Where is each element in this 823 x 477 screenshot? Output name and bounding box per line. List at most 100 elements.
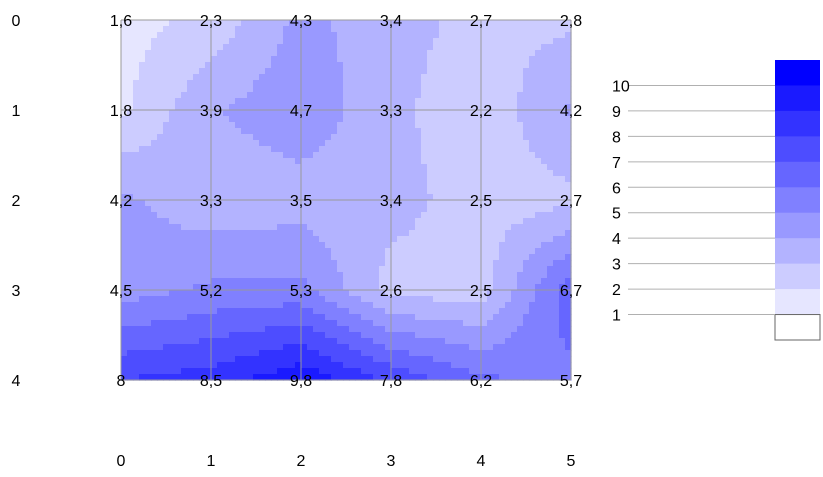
contour-cell-2-2-14-13 (379, 284, 386, 291)
contour-cell-3-3-1-1 (397, 296, 404, 303)
contour-cell-0-2-1-9 (355, 26, 362, 33)
contour-cell-3-4-11-12 (553, 356, 560, 363)
contour-cell-0-0-0-2 (133, 20, 140, 27)
contour-cell-0-0-14-5 (151, 104, 158, 111)
contour-cell-1-1-7-5 (241, 152, 248, 159)
contour-cell-3-1-13-8 (259, 368, 266, 375)
contour-cell-2-0-6-10 (181, 236, 188, 243)
contour-cell-3-2-0-8 (349, 290, 356, 297)
contour-cell-0-0-0-14 (205, 20, 212, 27)
contour-cell-1-1-4-0 (211, 134, 218, 141)
contour-cell-1-2-10-12 (373, 170, 380, 177)
contour-cell-3-3-11-1 (397, 356, 404, 363)
contour-cell-2-1-11-12 (283, 266, 290, 273)
contour-cell-1-3-8-4 (415, 158, 422, 165)
legend-level-label-7: 8 (612, 129, 621, 146)
contour-cell-2-1-0-9 (265, 200, 272, 207)
contour-cell-0-4-2-8 (529, 32, 536, 39)
contour-cell-2-0-6-0 (121, 236, 128, 243)
contour-cell-2-0-13-6 (157, 278, 164, 285)
contour-cell-3-3-11-7 (433, 356, 440, 363)
contour-cell-1-4-10-1 (487, 170, 494, 177)
contour-cell-0-1-14-3 (229, 104, 236, 111)
contour-cell-1-4-14-13 (559, 194, 566, 201)
contour-cell-2-2-2-7 (343, 212, 350, 219)
contour-cell-2-2-9-14 (385, 254, 392, 261)
contour-cell-1-1-11-8 (259, 176, 266, 183)
contour-cell-3-0-6-6 (157, 326, 164, 333)
contour-cell-3-3-5-11 (457, 320, 464, 327)
contour-cell-3-2-5-4 (325, 320, 332, 327)
contour-cell-2-4-2-4 (505, 212, 512, 219)
contour-cell-3-2-1-4 (325, 296, 332, 303)
contour-cell-2-1-1-5 (241, 206, 248, 213)
contour-cell-2-2-9-6 (337, 254, 344, 261)
contour-cell-1-1-1-1 (217, 116, 224, 123)
contour-cell-3-2-9-3 (319, 344, 326, 351)
contour-cell-1-4-13-6 (517, 188, 524, 195)
contour-cell-1-1-11-2 (223, 176, 230, 183)
contour-cell-3-3-9-0 (391, 344, 398, 351)
contour-cell-1-4-1-14 (565, 116, 572, 123)
contour-cell-1-2-4-8 (349, 134, 356, 141)
contour-cell-1-3-8-14 (475, 158, 482, 165)
contour-cell-3-2-6-14 (385, 326, 392, 333)
contour-cell-1-1-13-12 (283, 188, 290, 195)
contour-cell-1-1-3-10 (271, 128, 278, 135)
contour-cell-1-3-7-13 (469, 152, 476, 159)
contour-cell-0-1-5-10 (271, 50, 278, 57)
contour-cell-1-1-8-13 (289, 158, 296, 165)
contour-cell-3-1-4-12 (283, 314, 290, 321)
contour-cell-3-3-5-10 (451, 320, 458, 327)
contour-cell-0-3-2-5 (421, 32, 428, 39)
contour-cell-0-2-4-5 (331, 44, 338, 51)
contour-cell-2-3-4-5 (421, 224, 428, 231)
contour-cell-3-2-9-12 (373, 344, 380, 351)
contour-cell-0-4-11-1 (487, 86, 494, 93)
contour-cell-1-0-8-13 (199, 158, 206, 165)
contour-cell-3-1-14-11 (277, 374, 284, 381)
contour-cell-3-1-0-10 (271, 290, 278, 297)
contour-cell-2-1-2-10 (271, 212, 278, 219)
contour-cell-1-4-0-12 (553, 110, 560, 117)
contour-cell-1-4-5-13 (559, 140, 566, 147)
contour-cell-0-0-9-3 (139, 74, 146, 81)
contour-cell-2-0-2-11 (187, 212, 194, 219)
contour-cell-2-4-14-11 (547, 284, 554, 291)
value-label-4-1: 8,5 (200, 373, 222, 390)
contour-cell-0-1-13-12 (283, 98, 290, 105)
contour-cell-2-2-1-12 (373, 206, 380, 213)
contour-cell-3-2-6-3 (319, 326, 326, 333)
contour-cell-0-3-7-12 (463, 62, 470, 69)
contour-cell-1-0-12-14 (205, 182, 212, 189)
contour-cell-0-3-7-9 (445, 62, 452, 69)
contour-cell-1-4-6-3 (499, 146, 506, 153)
contour-cell-3-2-12-2 (313, 362, 320, 369)
contour-cell-3-0-12-4 (145, 362, 152, 369)
contour-cell-2-1-10-1 (217, 260, 224, 267)
contour-cell-3-3-13-2 (403, 368, 410, 375)
contour-cell-0-3-11-10 (451, 86, 458, 93)
contour-cell-2-0-0-0 (121, 200, 128, 207)
contour-cell-0-1-6-10 (271, 56, 278, 63)
contour-cell-3-4-10-7 (523, 350, 530, 357)
contour-cell-1-1-3-9 (265, 128, 272, 135)
contour-cell-3-3-9-4 (415, 344, 422, 351)
contour-cell-2-3-13-0 (391, 278, 398, 285)
contour-cell-0-3-10-9 (445, 80, 452, 87)
contour-cell-0-1-5-13 (289, 50, 296, 57)
contour-cell-0-3-12-13 (469, 92, 476, 99)
contour-cell-2-2-14-5 (331, 284, 338, 291)
contour-cell-1-1-13-14 (295, 188, 302, 195)
contour-cell-2-0-6-12 (193, 236, 200, 243)
contour-cell-2-4-12-7 (523, 272, 530, 279)
contour-cell-1-2-13-2 (313, 188, 320, 195)
value-label-0-0: 1,6 (110, 13, 132, 30)
contour-cell-3-2-10-9 (355, 350, 362, 357)
contour-cell-1-4-13-2 (493, 188, 500, 195)
contour-cell-3-1-12-13 (289, 362, 296, 369)
contour-cell-3-2-2-12 (373, 302, 380, 309)
contour-cell-3-1-8-14 (295, 338, 302, 345)
contour-cell-3-2-12-13 (379, 362, 386, 369)
contour-cell-1-2-14-4 (325, 194, 332, 201)
